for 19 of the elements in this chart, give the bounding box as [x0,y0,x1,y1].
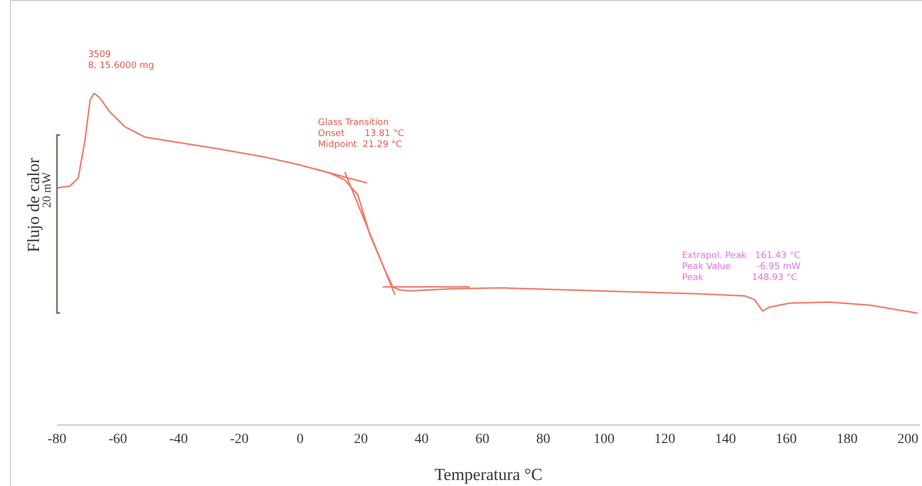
annotation: Glass Transition Onset 13.81 °C Midpoint 21.29 °C [318,118,404,151]
x-tick-label: 20 [354,432,368,447]
x-tick-label: -40 [169,432,188,447]
text: 3509 8, 15.6000 mg [88,50,154,72]
x-tick-label: 160 [776,432,797,447]
x-tick-label: 0 [296,432,304,447]
x-axis-title: Temperatura °C [434,465,543,484]
x-tick-label: -80 [48,432,66,447]
x-tick-label: -20 [230,432,249,447]
x-tick-label: 200 [897,432,918,447]
x-tick-label: 80 [536,432,550,447]
x-tick-label: 100 [593,432,614,447]
x-tick-label: -60 [108,432,128,447]
x-tick-label: 180 [836,432,858,447]
x-tick-label: 120 [654,432,676,447]
x-tick-label: 140 [715,432,736,447]
x-tick-label: 60 [475,432,490,447]
x-tick-label: 40 [414,432,429,447]
annotation: Extrapol. Peak 161.43 °C Peak Value -6.95 mW Peak 148.93 °C [682,251,801,284]
